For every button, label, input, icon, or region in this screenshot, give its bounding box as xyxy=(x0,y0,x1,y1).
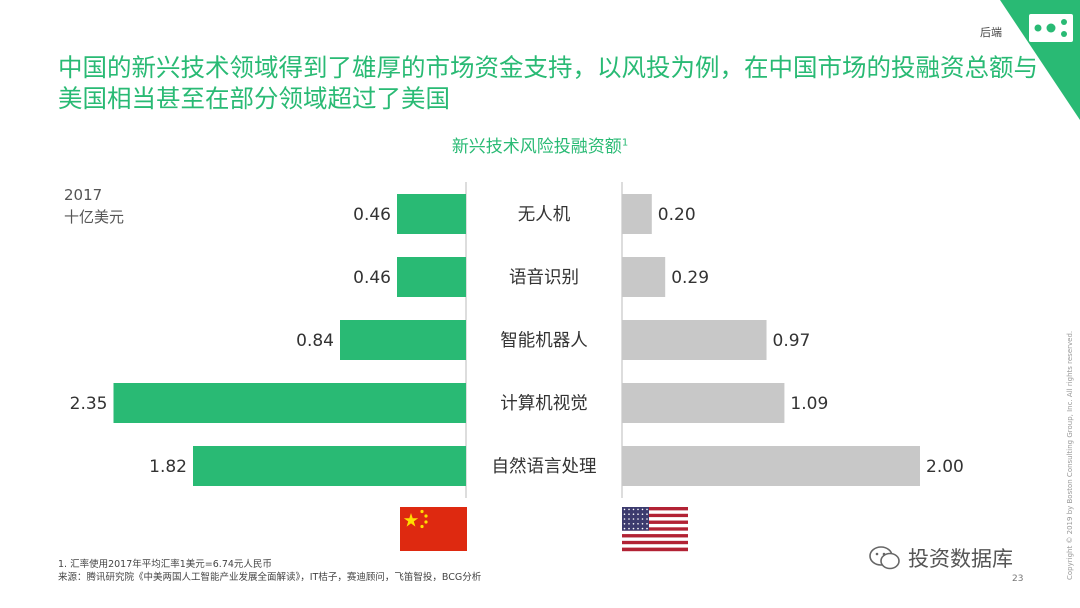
usa-bar xyxy=(622,257,666,297)
usa-bar xyxy=(622,383,785,423)
unit-label: 2017 十亿美元 xyxy=(64,184,124,228)
category-label: 无人机 xyxy=(518,205,571,225)
usa-bar xyxy=(622,320,767,360)
usa-value-label: 0.29 xyxy=(671,268,709,288)
page-title: 中国的新兴技术领域得到了雄厚的市场资金支持，以风投为例，在中国市场的投融资总额与… xyxy=(58,53,1038,113)
footnote-exchange-rate: 1. 汇率使用2017年平均汇率1美元=6.74元人民币 xyxy=(58,559,272,570)
usa-value-label: 0.97 xyxy=(773,331,811,351)
china-bar xyxy=(397,194,466,234)
china-value-label: 2.35 xyxy=(70,394,108,414)
category-label: 语音识别 xyxy=(509,268,579,288)
china-bar xyxy=(193,446,466,486)
footnote-source: 来源：腾讯研究院《中美两国人工智能产业发展全面解读》，IT桔子，赛迪顾问，飞笛智… xyxy=(58,572,482,583)
footnote: 1. 汇率使用2017年平均汇率1美元=6.74元人民币 来源：腾讯研究院《中美… xyxy=(58,558,481,584)
chart-subtitle: 新兴技术风险投融资额1 xyxy=(451,137,629,157)
china-value-label: 1.82 xyxy=(149,457,187,477)
page-number: 23 xyxy=(1012,574,1024,584)
usa-value-label: 0.20 xyxy=(658,205,696,225)
copyright-notice: Copyright © 2019 by Boston Consulting Gr… xyxy=(1066,330,1074,580)
usa-bar xyxy=(622,446,920,486)
china-bar xyxy=(113,383,466,423)
usa-bar xyxy=(622,194,652,234)
unit-text: 十亿美元 xyxy=(64,208,125,226)
category-label: 计算机视觉 xyxy=(500,394,588,414)
watermark: 投资数据库 xyxy=(868,543,1013,573)
usa-value-label: 2.00 xyxy=(926,457,964,477)
china-bar xyxy=(340,320,466,360)
category-label: 自然语言处理 xyxy=(492,457,597,477)
unit-year: 2017 xyxy=(64,186,103,204)
network-icon xyxy=(1034,19,1067,37)
china-value-label: 0.84 xyxy=(296,331,334,351)
usa-value-label: 1.09 xyxy=(790,394,828,414)
category-label: 智能机器人 xyxy=(500,331,588,351)
corner-label: 后端 xyxy=(980,26,1002,39)
venture-funding-chart: 0.46 0.20 无人机 0.46 0.29 语音识别 0.84 0.97 智能机器人 2.35… xyxy=(70,182,964,498)
watermark-text: 投资数据库 xyxy=(908,547,1013,571)
corner-decoration xyxy=(1000,0,1080,120)
wechat-icon xyxy=(869,546,900,570)
china-value-label: 0.46 xyxy=(353,205,391,225)
china-bar xyxy=(397,257,466,297)
china-value-label: 0.46 xyxy=(353,268,391,288)
